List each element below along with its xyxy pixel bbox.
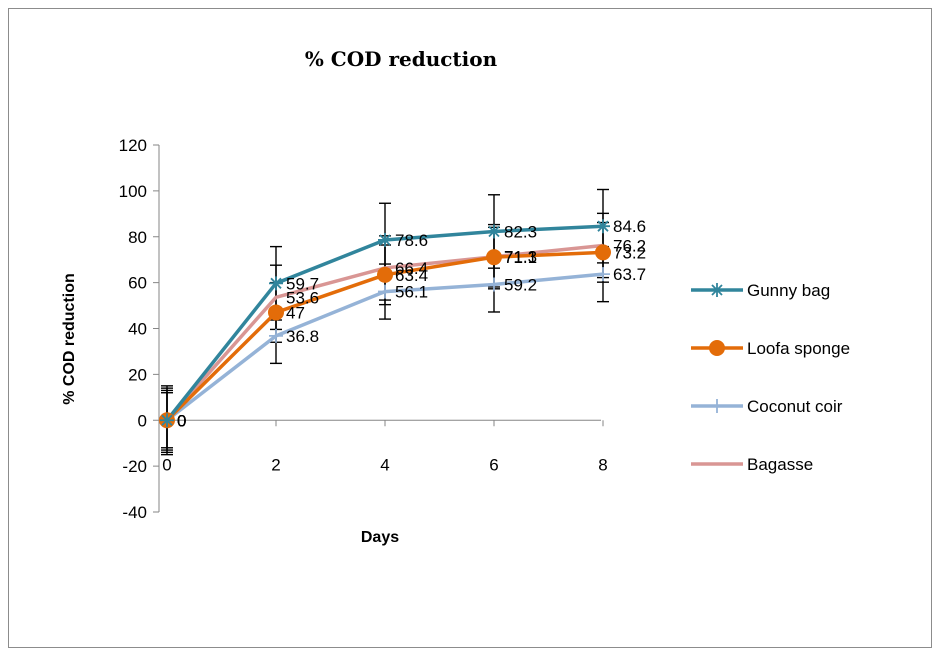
data-label: 71.3: [504, 248, 537, 267]
data-label: 0: [177, 411, 186, 430]
marker-coconut-coir: [269, 328, 283, 343]
marker-loofa-sponge: [268, 304, 284, 321]
marker-gunny-bag: [378, 232, 392, 247]
data-label: 56.1: [395, 283, 428, 302]
data-label: 66.4: [395, 259, 428, 278]
marker-loofa-sponge: [377, 266, 393, 283]
data-label: 82.3: [504, 222, 537, 241]
marker-gunny-bag: [487, 224, 501, 239]
legend-label: Loofa sponge: [747, 339, 850, 358]
legend-item-gunny-bag: Gunny bag: [691, 281, 830, 300]
legend-label: Coconut coir: [747, 397, 843, 416]
marker-loofa-sponge: [486, 249, 502, 266]
data-label: 59.7: [286, 274, 319, 293]
chart-title: % COD reduction: [305, 47, 498, 71]
x-tick-label: 4: [380, 455, 389, 474]
marker-loofa-sponge: [595, 244, 611, 261]
data-label: 0: [177, 411, 186, 430]
data-label: 53.6: [286, 288, 319, 307]
data-label: 0: [177, 411, 186, 430]
legend-item-bagasse: Bagasse: [691, 455, 813, 474]
x-tick-label: 8: [598, 455, 607, 474]
data-label: 59.2: [504, 275, 537, 294]
x-tick-label: 2: [271, 455, 280, 474]
legend-marker: [710, 399, 724, 413]
legend-label: Bagasse: [747, 455, 813, 474]
data-label: 84.6: [613, 217, 646, 236]
marker-gunny-bag: [269, 276, 283, 291]
x-tick-label: 0: [162, 455, 171, 474]
y-tick-label: 80: [128, 228, 147, 247]
axes: -40 -20 0 20 40 60 80 100 120 0 2 4 6 8: [119, 136, 608, 522]
data-label: 63.4: [395, 266, 428, 285]
legend-marker: [709, 340, 725, 356]
y-tick-label: 0: [138, 411, 147, 430]
y-tick-label: 120: [119, 136, 147, 155]
data-label: 36.8: [286, 327, 319, 346]
legend-item-coconut-coir: Coconut coir: [691, 397, 843, 416]
line-chart: % COD reduction % COD reduction Days -40…: [61, 47, 850, 546]
data-label: 0: [177, 411, 186, 430]
data-label: 76.2: [613, 236, 646, 255]
data-label: 73.2: [613, 243, 646, 262]
y-tick-label: 100: [119, 182, 147, 201]
marker-coconut-coir: [378, 284, 392, 299]
y-tick-label: 60: [128, 274, 147, 293]
legend-label: Gunny bag: [747, 281, 830, 300]
y-tick-label: 40: [128, 320, 147, 339]
data-label: 78.6: [395, 231, 428, 250]
x-tick-label: 6: [489, 455, 498, 474]
y-tick-label: 20: [128, 365, 147, 384]
marker-coconut-coir: [487, 277, 501, 292]
data-label: 71.1: [504, 248, 537, 267]
markers: [159, 219, 611, 429]
y-tick-label: -40: [122, 503, 147, 522]
marker-coconut-coir: [596, 267, 610, 282]
legend-item-loofa-sponge: Loofa sponge: [691, 339, 850, 358]
x-axis-label: Days: [361, 529, 399, 546]
marker-gunny-bag: [160, 413, 174, 428]
legend: Gunny bag Loofa sponge Coconut coir Bagasse: [691, 281, 850, 474]
y-axis-label-group: % COD reduction: [61, 273, 78, 405]
data-label: 47: [286, 303, 305, 322]
marker-gunny-bag: [596, 219, 610, 234]
legend-marker: [710, 283, 724, 297]
y-tick-label: -20: [122, 457, 147, 476]
data-label: 63.7: [613, 265, 646, 284]
y-axis-label: % COD reduction: [61, 273, 78, 405]
chart-area: % COD reduction % COD reduction Days -40…: [8, 8, 932, 648]
